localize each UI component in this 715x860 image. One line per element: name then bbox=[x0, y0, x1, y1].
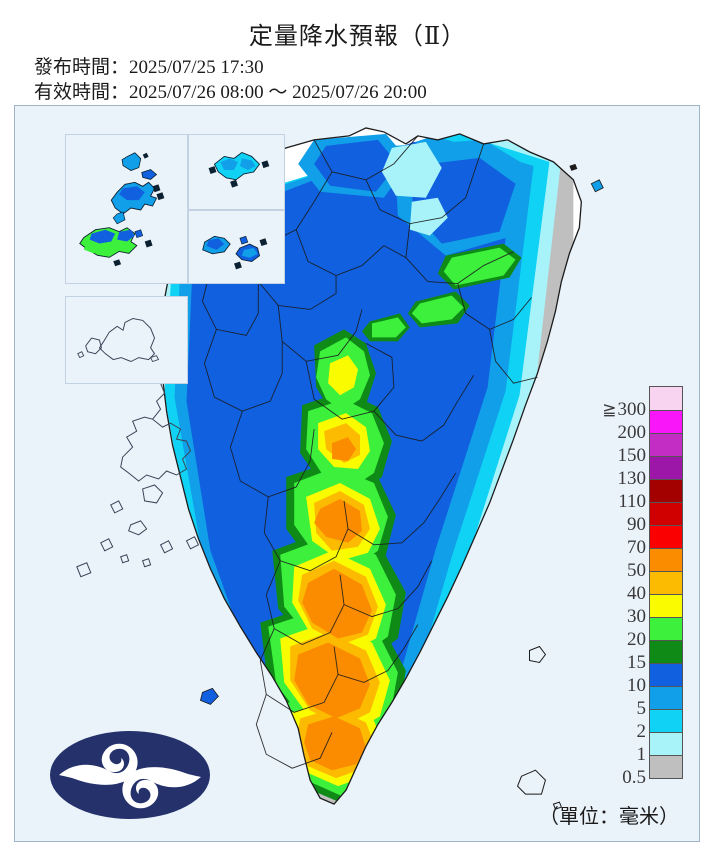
inset-kinmen bbox=[188, 210, 285, 284]
legend-label-10: 10 bbox=[627, 675, 646, 696]
legend-label-300: ≧300 bbox=[602, 399, 646, 420]
legend-band-300 bbox=[650, 387, 682, 410]
legend-band-50 bbox=[650, 548, 682, 571]
logo-wave bbox=[59, 743, 201, 809]
issue-time-line: 發布時間：2025/07/25 17:30 bbox=[34, 52, 264, 79]
legend-band-20 bbox=[650, 617, 682, 640]
greater-equal-icon: ≧ bbox=[602, 400, 617, 419]
legend-band-10 bbox=[650, 663, 682, 686]
legend-band-5 bbox=[650, 686, 682, 709]
legend-label-130: 130 bbox=[617, 468, 647, 489]
legend-color-bar bbox=[649, 386, 683, 779]
legend-label-15: 15 bbox=[627, 652, 646, 673]
legend-band-1 bbox=[650, 732, 682, 755]
legend-label-200: 200 bbox=[617, 422, 647, 443]
legend-label-40: 40 bbox=[627, 583, 646, 604]
legend-label-70: 70 bbox=[627, 537, 646, 558]
legend-label-1: 1 bbox=[636, 744, 647, 765]
legend-label-2: 2 bbox=[636, 721, 647, 742]
legend-band-30 bbox=[650, 594, 682, 617]
inset-dongsha bbox=[65, 296, 188, 384]
legend-label-90: 90 bbox=[627, 514, 646, 535]
inset-matsu bbox=[188, 134, 285, 210]
unit-caption: （單位：毫米） bbox=[539, 806, 679, 828]
valid-time-label: 有效時間： bbox=[34, 82, 130, 103]
legend-labels: ≧300 200 150 130 110 90 70 50 40 30 20 15 10 5 2 1 0.5 bbox=[599, 386, 647, 787]
issue-time-label: 發布時間： bbox=[34, 57, 130, 78]
legend-label-30: 30 bbox=[627, 606, 646, 627]
legend-band-70 bbox=[650, 525, 682, 548]
legend-band-2 bbox=[650, 709, 682, 732]
legend-band-110 bbox=[650, 479, 682, 502]
legend-band-150 bbox=[650, 433, 682, 456]
issue-time-value: 2025/07/25 17:30 bbox=[129, 57, 264, 78]
inset-penghu bbox=[65, 134, 188, 284]
offshore-islets bbox=[199, 163, 604, 810]
legend-label-110: 110 bbox=[618, 491, 646, 512]
rainfall-map bbox=[15, 106, 699, 841]
legend-label-50: 50 bbox=[627, 560, 646, 581]
legend-label-20: 20 bbox=[627, 629, 646, 650]
legend-band-15 bbox=[650, 640, 682, 663]
legend-label-0-5: 0.5 bbox=[622, 767, 646, 788]
legend-band-90 bbox=[650, 502, 682, 525]
legend-label-150: 150 bbox=[617, 445, 647, 466]
forecast-map-frame: ≧300 200 150 130 110 90 70 50 40 30 20 15 10 5 2 1 0.5 （… bbox=[14, 105, 700, 842]
valid-time-line: 有效時間：2025/07/26 08:00 ～ 2025/07/26 20:00 bbox=[34, 77, 427, 104]
legend-band-40 bbox=[650, 571, 682, 594]
page-title: 定量降水預報（Ⅱ） bbox=[248, 24, 467, 50]
legend-band-0-5 bbox=[650, 755, 682, 778]
cwa-logo bbox=[47, 727, 213, 823]
valid-time-value: 2025/07/26 08:00 ～ 2025/07/26 20:00 bbox=[129, 82, 427, 103]
header: 定量降水預報（Ⅱ） 發布時間：2025/07/25 17:30 有效時間：202… bbox=[0, 0, 715, 105]
legend-label-5: 5 bbox=[636, 698, 647, 719]
legend-band-130 bbox=[650, 456, 682, 479]
legend-band-200 bbox=[650, 410, 682, 433]
